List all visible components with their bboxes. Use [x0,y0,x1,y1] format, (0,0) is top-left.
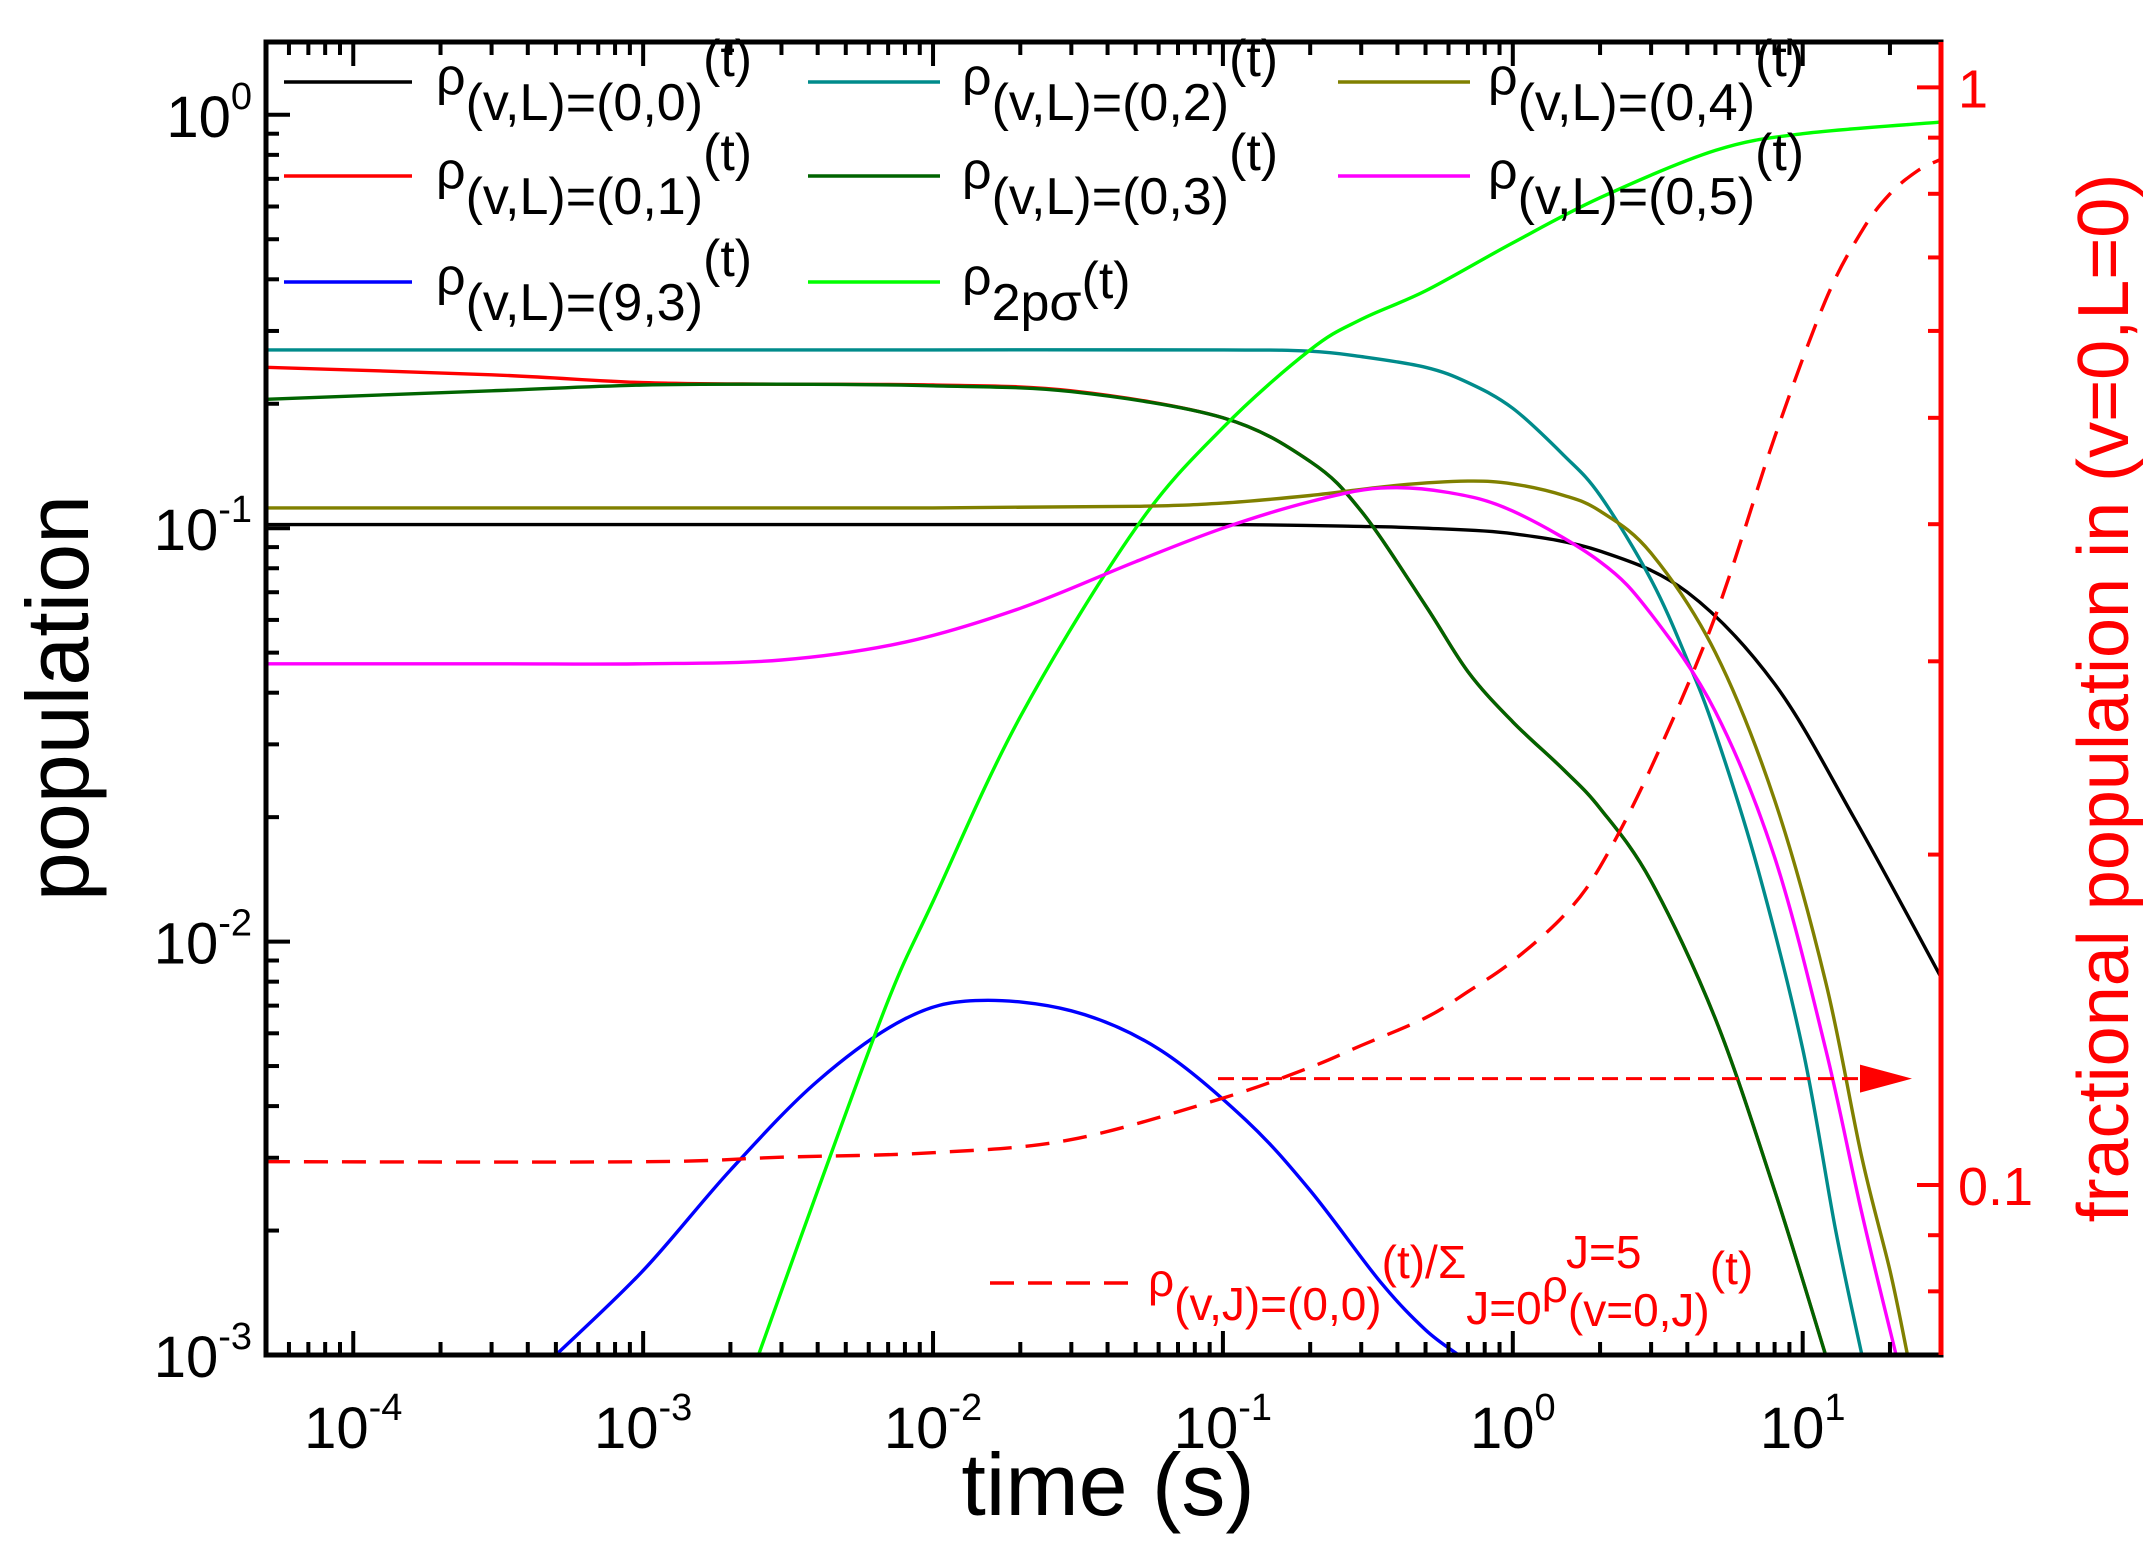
x-tick-label-2: 10-2 [884,1387,982,1461]
legend-label: ρ2pσ(t) [962,248,1131,332]
legend-item-1: ρ(v,L)=(0,0)(t) [284,30,752,132]
annotation-sum-upper: J=5 [1566,1226,1641,1278]
legend-label: ρ(v,L)=(0,4)(t) [1488,30,1804,132]
x-tick-label-1: 10-1 [1174,1387,1272,1461]
legend-item-8: ρ(v,L)=(0,5)(t) [1338,124,1804,226]
series-line-4 [266,348,1864,1355]
x-axis-title: time (s) [961,1435,1254,1534]
y2-axis-title: fractional population in (v=0,L=0) [2064,174,2144,1223]
series-line-8 [266,485,1898,1355]
series-line-5 [266,382,1828,1355]
legend-item-4: ρ(v,L)=(0,2)(t) [808,30,1278,132]
series-layer [266,120,1941,1355]
legend-label: ρ(v,L)=(9,3)(t) [436,230,752,332]
series-line-6 [756,120,1941,1355]
legend-item-5: ρ(v,L)=(0,3)(t) [808,124,1278,226]
x-tick-label-0: 100 [1470,1387,1556,1461]
y-tick-label-1: 10-1 [154,489,252,563]
x-tick-label-3: 10-3 [594,1387,692,1461]
arrow-head [1860,1064,1912,1093]
legend-item-3: ρ(v,L)=(9,3)(t) [284,230,752,332]
series-line-9 [266,157,1941,1164]
y2-tick-label-1: 1 [1958,59,1988,119]
x-tick-label-1: 101 [1760,1387,1846,1461]
legend-item-6: ρ2pσ(t) [808,248,1131,332]
annotation-label: ρ(v,J)=(0,0)(t)/ΣJ=0ρ(v=0,J)(t) [1148,1236,1753,1336]
legend-label: ρ(v,L)=(0,5)(t) [1488,124,1804,226]
y-tick-label-3: 10-3 [154,1316,252,1390]
legend-label: ρ(v,L)=(0,1)(t) [436,124,752,226]
legend-label: ρ(v,L)=(0,3)(t) [962,124,1278,226]
legend-label: ρ(v,L)=(0,0)(t) [436,30,752,132]
y-tick-label-2: 10-2 [154,903,252,977]
series-line-3 [554,998,1460,1355]
series-line-7 [266,479,1910,1355]
legend-label: ρ(v,L)=(0,2)(t) [962,30,1278,132]
x-tick-label-4: 10-4 [304,1387,402,1461]
labels-layer: time (s) population fractional populatio… [8,59,2144,1534]
series-line-1 [266,522,1941,979]
legend: ρ(v,L)=(0,0)(t)ρ(v,L)=(0,1)(t)ρ(v,L)=(9,… [284,30,1804,332]
legend-item-2: ρ(v,L)=(0,1)(t) [284,124,752,226]
legend-item-7: ρ(v,L)=(0,4)(t) [1338,30,1804,132]
y2-tick-label-0-1: 0.1 [1958,1157,2033,1217]
y-tick-label-0: 100 [166,76,252,150]
annotation-legend: ρ(v,J)=(0,0)(t)/ΣJ=0ρ(v=0,J)(t)J=5 [990,1226,1753,1336]
y-axis-title: population [8,495,107,901]
